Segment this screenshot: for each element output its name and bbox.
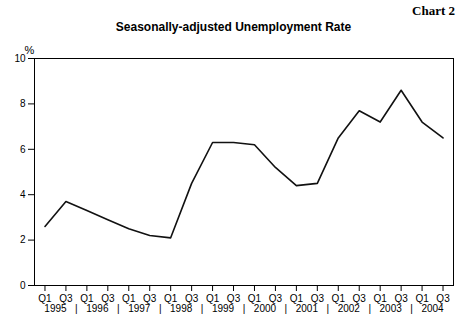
svg-text:|: |: [201, 303, 204, 314]
svg-text:|: |: [243, 303, 246, 314]
svg-text:Q1: Q1: [122, 292, 136, 304]
svg-text:Q1: Q1: [247, 292, 262, 304]
svg-text:1995: 1995: [44, 303, 67, 314]
svg-text:2000: 2000: [254, 303, 277, 314]
svg-text:Q3: Q3: [436, 292, 450, 304]
svg-text:Q3: Q3: [143, 292, 157, 304]
svg-text:1999: 1999: [212, 303, 235, 314]
svg-text:Q1: Q1: [289, 292, 303, 304]
svg-text:10: 10: [14, 52, 26, 64]
svg-text:Q1: Q1: [415, 292, 429, 304]
svg-text:|: |: [285, 303, 288, 314]
svg-text:0: 0: [20, 280, 26, 291]
html-text:Seasonally-adjusted Unemployme: Seasonally-adjusted Unemployment Rate: [115, 20, 352, 34]
svg-text:2003: 2003: [380, 303, 403, 314]
svg-text:2002: 2002: [338, 303, 361, 314]
html-text:Chart 2: Chart 2: [412, 3, 455, 18]
svg-text:Q3: Q3: [352, 292, 366, 304]
svg-text:Q1: Q1: [331, 292, 345, 304]
svg-text:Q3: Q3: [394, 292, 408, 304]
svg-text:Q3: Q3: [185, 292, 199, 304]
svg-text:Q1: Q1: [205, 292, 220, 304]
svg-text:|: |: [410, 303, 413, 314]
svg-text:6: 6: [20, 144, 26, 155]
svg-text:1998: 1998: [170, 303, 193, 314]
svg-text:2001: 2001: [296, 303, 319, 314]
svg-text:|: |: [326, 303, 329, 314]
svg-text:2004: 2004: [421, 303, 444, 314]
svg-text:1997: 1997: [128, 303, 151, 314]
svg-text:Q3: Q3: [310, 292, 324, 304]
svg-text:2: 2: [20, 234, 26, 245]
svg-text:Q1: Q1: [38, 292, 52, 304]
svg-text:|: |: [117, 303, 120, 314]
svg-text:4: 4: [20, 189, 26, 200]
svg-text:1996: 1996: [86, 303, 109, 314]
svg-text:Q3: Q3: [101, 292, 115, 304]
svg-text:Q3: Q3: [226, 292, 241, 304]
svg-text:8: 8: [20, 98, 26, 109]
svg-text:Q1: Q1: [373, 292, 387, 304]
svg-text:|: |: [368, 303, 371, 314]
svg-text:|: |: [75, 303, 78, 314]
svg-text:Q3: Q3: [59, 292, 73, 304]
svg-text:Q1: Q1: [80, 292, 94, 304]
svg-text:|: |: [159, 303, 162, 314]
svg-text:Q1: Q1: [164, 292, 178, 304]
svg-text:%: %: [25, 44, 35, 56]
svg-text:Q3: Q3: [268, 292, 283, 304]
